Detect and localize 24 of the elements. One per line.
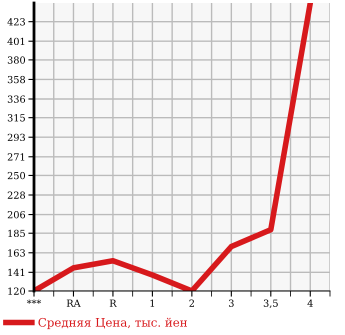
y-tick-label: 120 bbox=[8, 287, 26, 295]
y-tick-label: 423 bbox=[7, 18, 25, 26]
x-tick-label: 4 bbox=[307, 300, 313, 307]
x-tick-label: R bbox=[110, 300, 117, 307]
x-tick-label: 2 bbox=[189, 300, 194, 307]
y-tick-label: 228 bbox=[8, 191, 26, 199]
y-tick-label: 141 bbox=[8, 268, 24, 276]
y-tick-label: 185 bbox=[8, 230, 25, 238]
y-tick-label: 336 bbox=[8, 95, 26, 103]
x-tick-label: *** bbox=[26, 300, 42, 304]
x-tick-label: 3,5 bbox=[264, 300, 278, 308]
y-tick-label: 358 bbox=[8, 76, 26, 84]
y-tick-label: 401 bbox=[7, 38, 24, 46]
x-tick-label: 3 bbox=[228, 300, 234, 307]
y-tick-label: 271 bbox=[8, 153, 24, 160]
x-tick-label: RA bbox=[66, 300, 81, 307]
y-tick-label: 250 bbox=[8, 172, 26, 180]
y-tick-label: 293 bbox=[8, 134, 25, 142]
y-tick-label: 315 bbox=[8, 114, 25, 122]
legend-label: Средняя Цена, тыс. йен bbox=[38, 318, 187, 330]
y-tick-label: 380 bbox=[8, 56, 26, 64]
y-tick-label: 163 bbox=[8, 249, 25, 257]
x-tick-label: 1 bbox=[150, 300, 154, 307]
y-tick-label: 206 bbox=[8, 211, 26, 218]
